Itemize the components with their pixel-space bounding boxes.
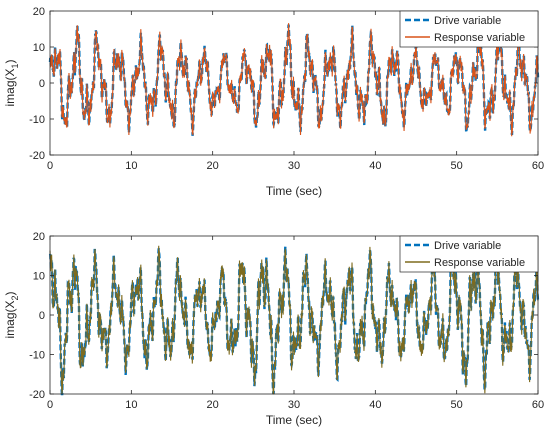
x-tick-label: 40: [369, 160, 381, 172]
y-axis-label-x2: imag(X2): [3, 291, 20, 338]
x-axis-label-x2: Time (sec): [266, 413, 322, 427]
legend-x1: Drive variable Response variable: [399, 10, 539, 48]
y-tick-label: 20: [33, 6, 45, 18]
y-tick-label: 10: [33, 42, 45, 54]
legend-box-x1: [399, 10, 539, 48]
y-tick-label: 20: [33, 231, 45, 243]
x-tick-label: 0: [47, 399, 53, 411]
x-tick-label: 30: [288, 399, 300, 411]
subplot-x2: 0 10 20 30 40 50 60 20 10 0 -10 -20 Time (sec) imag…: [3, 231, 544, 427]
series-line-response: [49, 244, 539, 395]
legend-label-drive-x2: Drive variable: [434, 240, 501, 252]
y-tick-label: -20: [29, 150, 45, 162]
x-tick-label: 20: [207, 160, 219, 172]
series-line-response: [49, 23, 539, 137]
y-axis-label-x1: imag(X1): [3, 59, 20, 106]
x-tick-label: 0: [47, 160, 53, 172]
x-tick-label: 60: [532, 160, 544, 172]
x-tick-label: 40: [369, 399, 381, 411]
x-tick-label: 30: [288, 160, 300, 172]
y-tick-label: -10: [29, 350, 45, 362]
y-tick-label: -10: [29, 114, 45, 126]
y-tick-label: 10: [33, 271, 45, 283]
ticks-x2: 0 10 20 30 40 50 60 20 10 0 -10 -20: [29, 231, 544, 411]
series-layer-x2: [48, 243, 540, 396]
subplot-x1: 0 10 20 30 40 50 60 20 10 0 -10 -20 Time (sec) imag…: [3, 6, 544, 198]
x-tick-label: 10: [125, 399, 137, 411]
y-tick-label: 0: [39, 310, 45, 322]
y-tick-label: -20: [29, 389, 45, 401]
x-tick-label: 60: [532, 399, 544, 411]
ticks-x1: 0 10 20 30 40 50 60 20 10 0 -10 -20: [29, 6, 544, 172]
x-tick-label: 50: [451, 399, 463, 411]
series-layer-x1: [48, 23, 540, 137]
x-tick-label: 20: [207, 399, 219, 411]
y-tick-label: 0: [39, 78, 45, 90]
legend-x2: Drive variable Response variable: [399, 235, 539, 273]
x-axis-label-x1: Time (sec): [266, 184, 322, 198]
legend-label-drive-x1: Drive variable: [434, 15, 501, 27]
legend-label-response-x1: Response variable: [434, 32, 525, 44]
legend-box-x2: [399, 235, 539, 273]
x-tick-label: 50: [451, 160, 463, 172]
x-tick-label: 10: [125, 160, 137, 172]
legend-label-response-x2: Response variable: [434, 257, 525, 269]
